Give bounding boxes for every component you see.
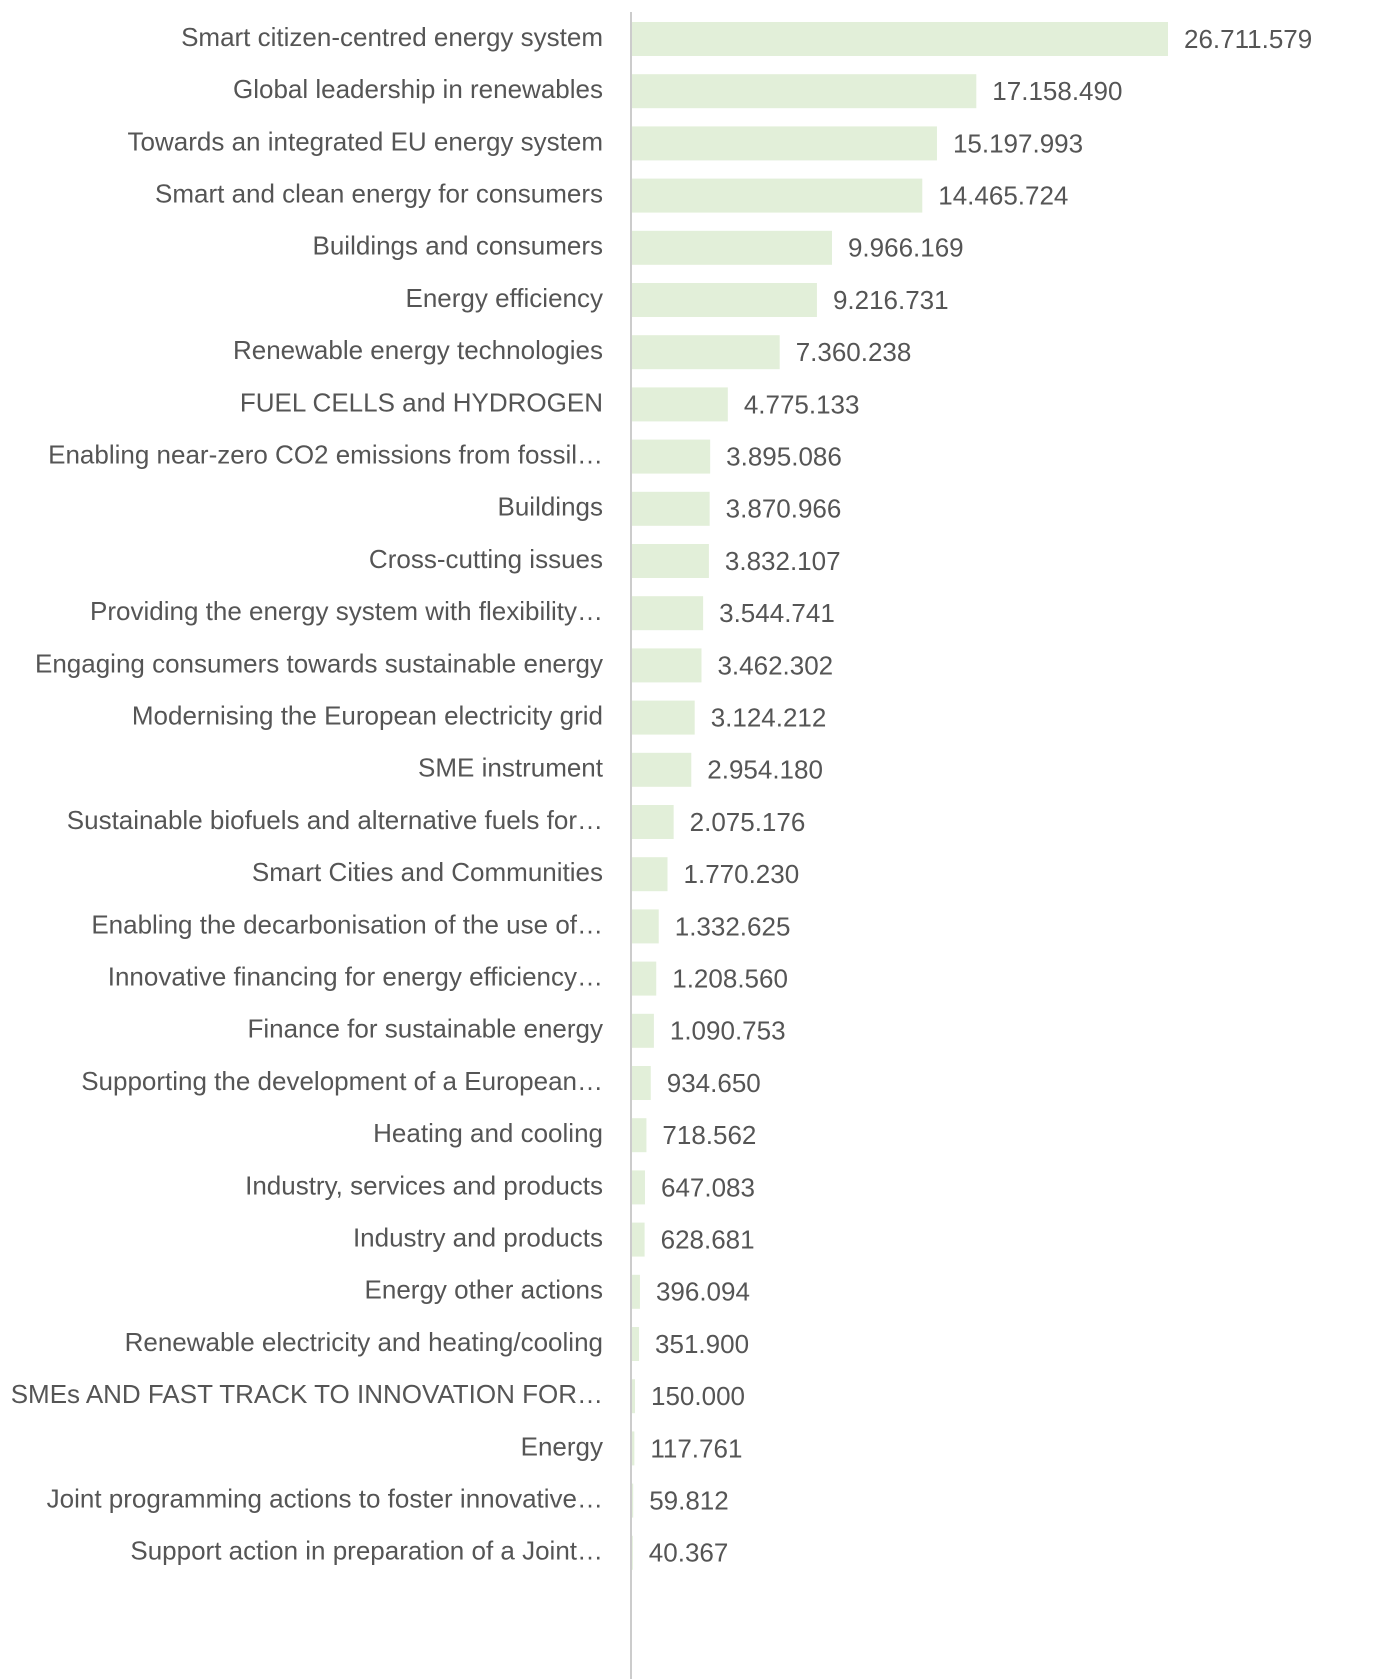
bar: [632, 1013, 654, 1048]
value-label: 718.562: [662, 1120, 756, 1150]
value-label: 934.650: [667, 1068, 761, 1098]
category-label: Energy other actions: [365, 1275, 603, 1305]
value-label: 2.075.176: [690, 807, 806, 837]
category-label: Smart and clean energy for consumers: [155, 178, 603, 208]
bar: [632, 335, 780, 370]
value-label: 628.681: [661, 1224, 755, 1254]
category-label: Towards an integrated EU energy system: [128, 126, 603, 156]
bar: [632, 961, 657, 996]
value-label: 17.158.490: [992, 76, 1122, 106]
category-label: Buildings: [497, 492, 603, 522]
category-label: Enabling near-zero CO2 emissions from fo…: [48, 439, 603, 469]
value-label: 9.216.731: [833, 285, 949, 315]
value-label: 3.462.302: [717, 650, 833, 680]
category-label: Innovative financing for energy efficien…: [108, 961, 603, 991]
category-label: Enabling the decarbonisation of the use …: [91, 909, 603, 939]
value-label: 4.775.133: [744, 389, 860, 419]
value-label: 3.544.741: [719, 598, 835, 628]
value-label: 26.711.579: [1184, 24, 1312, 54]
bar: [632, 22, 1168, 56]
value-label: 647.083: [661, 1172, 755, 1202]
category-label: Renewable energy technologies: [233, 335, 603, 365]
bar: [632, 1274, 640, 1309]
value-label: 1.770.230: [684, 859, 800, 889]
value-label: 1.332.625: [675, 911, 791, 941]
category-label: Finance for sustainable energy: [247, 1014, 603, 1044]
bar: [632, 387, 728, 422]
bar: [632, 1535, 633, 1570]
value-label: 14.465.724: [938, 180, 1068, 210]
value-label: 1.208.560: [672, 963, 788, 993]
value-label: 3.124.212: [711, 702, 827, 732]
category-label: Energy efficiency: [405, 283, 603, 313]
category-label: FUEL CELLS and HYDROGEN: [240, 387, 603, 417]
bar: [632, 805, 674, 839]
bar: [632, 1327, 640, 1361]
category-label: Support action in preparation of a Joint…: [130, 1536, 603, 1566]
category-label: SMEs AND FAST TRACK TO INNOVATION FOR…: [11, 1379, 603, 1409]
bar: [632, 909, 659, 944]
bar: [632, 1170, 645, 1205]
category-label: Renewable electricity and heating/coolin…: [125, 1327, 603, 1357]
bar: [632, 491, 710, 526]
bar: [632, 1431, 635, 1466]
category-label: Supporting the development of a European…: [81, 1066, 603, 1096]
category-label: Smart Cities and Communities: [252, 857, 603, 887]
bar: [632, 700, 695, 735]
category-label: Smart citizen-centred energy system: [181, 22, 603, 52]
category-label: Joint programming actions to foster inno…: [47, 1483, 603, 1513]
value-label: 3.832.107: [725, 546, 841, 576]
value-label: 150.000: [651, 1381, 745, 1411]
category-label: Providing the energy system with flexibi…: [90, 596, 603, 626]
value-label: 7.360.238: [796, 337, 912, 367]
value-label: 396.094: [656, 1277, 750, 1307]
value-label: 9.966.169: [848, 233, 964, 263]
category-label: Engaging consumers towards sustainable e…: [35, 648, 603, 678]
bar: [632, 283, 817, 317]
bar: [632, 126, 937, 161]
value-label: 351.900: [655, 1329, 749, 1359]
category-label: Sustainable biofuels and alternative fue…: [67, 805, 603, 835]
category-label: Heating and cooling: [373, 1118, 603, 1148]
value-label: 3.870.966: [726, 494, 842, 524]
value-label: 117.761: [650, 1433, 742, 1463]
category-label: Energy: [521, 1431, 603, 1461]
category-label: Global leadership in renewables: [233, 74, 603, 104]
category-label: Modernising the European electricity gri…: [132, 700, 603, 730]
bar: [632, 74, 977, 109]
value-label: 15.197.993: [953, 128, 1083, 158]
bar: [632, 596, 704, 631]
value-label: 59.812: [649, 1485, 729, 1515]
bar: [632, 544, 709, 578]
bar: [632, 439, 711, 474]
bar: [632, 1066, 651, 1100]
bar: [632, 752, 692, 787]
bar: [632, 1118, 647, 1153]
value-label: 40.367: [649, 1538, 729, 1568]
bar: [632, 1483, 634, 1518]
bar: [632, 857, 668, 892]
bar: [632, 178, 923, 213]
category-label: Industry and products: [353, 1222, 603, 1252]
category-label: Cross-cutting issues: [369, 544, 603, 574]
value-label: 2.954.180: [707, 755, 823, 785]
bar: [632, 230, 832, 265]
bar: [632, 1379, 636, 1414]
bar: [632, 648, 702, 683]
category-label: SME instrument: [418, 753, 604, 783]
category-label: Buildings and consumers: [313, 231, 604, 261]
category-label: Industry, services and products: [245, 1170, 603, 1200]
bar: [632, 1222, 645, 1257]
value-label: 3.895.086: [726, 441, 842, 471]
value-label: 1.090.753: [670, 1016, 786, 1046]
